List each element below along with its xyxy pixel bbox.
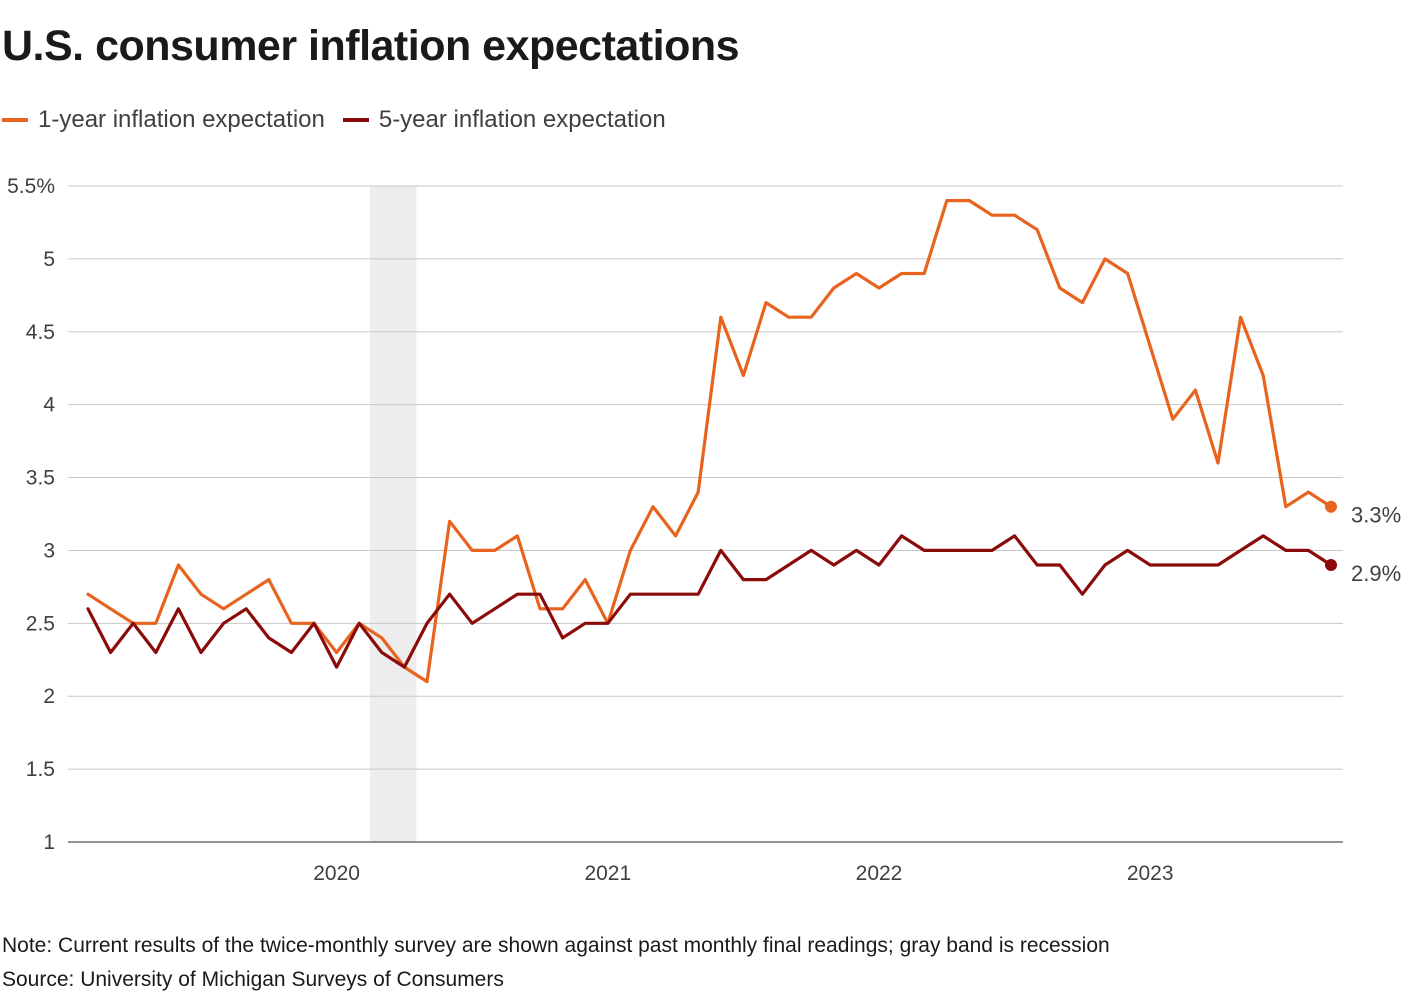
chart-source: Source: University of Michigan Surveys o…: [2, 968, 504, 991]
end-point-one-year: [1325, 500, 1337, 513]
y-tick-label: 2.5: [26, 612, 55, 635]
legend-label-one-year: 1-year inflation expectation: [38, 106, 325, 133]
end-label-five-year: 2.9%: [1351, 561, 1401, 586]
legend-item-five-year: 5-year inflation expectation: [342, 106, 666, 134]
y-tick-label: 2: [43, 685, 55, 708]
line-chart: 1 1.5 2 2.5 3 3.5 4 4.5 5 5.5% 2020 2021 2022 2023 3.3…: [7, 175, 1401, 885]
x-tick-label: 2022: [856, 862, 903, 885]
x-tick-label: 2020: [313, 862, 360, 885]
y-tick-label: 5.5%: [7, 175, 55, 198]
x-tick-label: 2023: [1127, 862, 1174, 885]
series-line-five-year: [86, 534, 1333, 669]
y-tick-label: 5: [43, 248, 55, 271]
chart-legend: 1-year inflation expectation 5-year infl…: [2, 106, 684, 134]
series-line-one-year: [86, 198, 1333, 684]
end-label-one-year: 3.3%: [1351, 503, 1401, 528]
y-tick-label: 4: [43, 394, 55, 417]
legend-item-one-year: 1-year inflation expectation: [2, 106, 325, 134]
y-tick-label: 4.5: [26, 321, 55, 344]
end-point-five-year: [1325, 559, 1337, 572]
x-tick-label: 2021: [584, 862, 631, 885]
chart-title: U.S. consumer inflation expectations: [2, 22, 740, 70]
y-tick-label: 3.5: [26, 467, 55, 490]
y-tick-label: 1: [43, 831, 55, 854]
legend-swatch-one-year: [2, 118, 28, 122]
legend-swatch-five-year: [342, 118, 369, 122]
chart-note: Note: Current results of the twice-month…: [2, 934, 1110, 957]
legend-label-five-year: 5-year inflation expectation: [378, 106, 666, 133]
y-tick-label: 3: [43, 539, 55, 562]
recession-band: [369, 186, 417, 842]
y-tick-label: 1.5: [26, 758, 55, 781]
